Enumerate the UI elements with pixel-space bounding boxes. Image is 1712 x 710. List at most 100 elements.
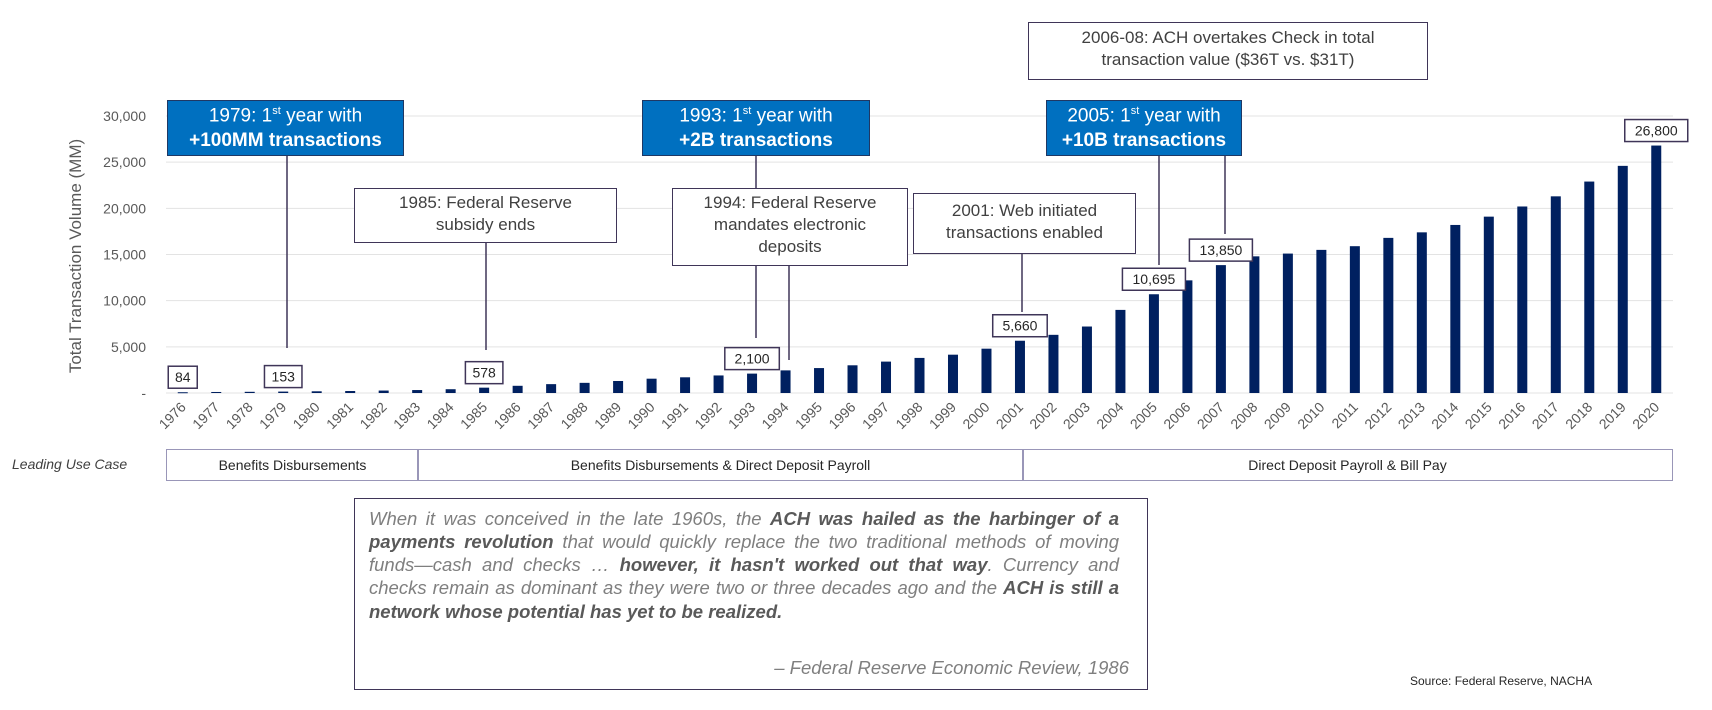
- x-tick-label: 1995: [792, 399, 825, 432]
- callout-1993: 1993: 1st year with +2B transactions: [642, 100, 870, 156]
- x-tick-label: 1984: [423, 399, 456, 432]
- bar-2011: [1349, 246, 1360, 393]
- bar-1990: [646, 378, 657, 393]
- y-tick-label: 25,000: [103, 154, 146, 170]
- x-tick-label: 1986: [490, 399, 523, 432]
- x-tick-label: 1987: [524, 399, 557, 432]
- data-label-box: [263, 364, 303, 389]
- bar-1997: [881, 361, 892, 393]
- x-tick-label: 2005: [1127, 399, 1160, 432]
- x-tick-label: 1998: [892, 399, 925, 432]
- data-label: 153: [272, 369, 296, 385]
- x-tick-label: 1999: [926, 399, 959, 432]
- bar-2010: [1316, 249, 1327, 393]
- x-tick-label: 1980: [289, 399, 322, 432]
- bar-2004: [1115, 309, 1126, 393]
- y-tick-label: 20,000: [103, 200, 146, 216]
- x-tick-label: 2006: [1160, 399, 1193, 432]
- x-tick-label: 1977: [189, 399, 222, 432]
- x-tick-label: 1991: [658, 399, 691, 432]
- bar-1982: [378, 390, 389, 393]
- bar-2019: [1617, 165, 1628, 393]
- bar-2006: [1182, 280, 1193, 393]
- bar-2013: [1416, 232, 1427, 393]
- bar-1978: [244, 391, 255, 393]
- quote-text: When it was conceived in the late 1960s,…: [369, 508, 1119, 622]
- bar-1992: [713, 375, 724, 393]
- bar-1986: [512, 385, 523, 393]
- data-label-box: [1188, 238, 1254, 262]
- x-tick-label: 2019: [1596, 399, 1629, 432]
- x-tick-label: 1983: [390, 399, 423, 432]
- x-tick-label: 2003: [1060, 399, 1093, 432]
- x-tick-label: 1990: [624, 399, 657, 432]
- callout-2001: 2001: Web initiated transactions enabled: [913, 193, 1136, 254]
- x-tick-label: 1978: [222, 399, 255, 432]
- y-axis-label: Total Transaction Volume (MM): [66, 139, 85, 373]
- x-tick-label: 1997: [859, 399, 892, 432]
- x-tick-label: 1996: [825, 399, 858, 432]
- bar-1979: [278, 391, 289, 393]
- x-tick-label: 1979: [256, 399, 289, 432]
- quote-attribution: – Federal Reserve Economic Review, 1986: [774, 656, 1129, 678]
- x-tick-label: 2011: [1328, 399, 1361, 432]
- data-label-box: [1624, 118, 1689, 143]
- y-tick-label: 10,000: [103, 293, 146, 309]
- data-label: 5,660: [1002, 318, 1037, 334]
- x-tick-label: 2009: [1261, 399, 1294, 432]
- x-tick-label: 2010: [1294, 399, 1327, 432]
- bar-1999: [947, 354, 958, 393]
- bar-1980: [311, 391, 322, 393]
- x-tick-label: 2018: [1562, 399, 1595, 432]
- data-label-box: [167, 365, 198, 389]
- use-case-segment-1: Benefits Disbursements: [166, 449, 419, 481]
- x-tick-label: 1988: [557, 399, 590, 432]
- x-tick-label: 2020: [1629, 399, 1662, 432]
- x-tick-label: 2001: [993, 399, 1026, 432]
- x-tick-label: 2015: [1462, 399, 1495, 432]
- x-tick-label: 1976: [156, 399, 189, 432]
- bar-1991: [680, 377, 691, 393]
- bar-1996: [847, 365, 858, 393]
- data-label-box: [1121, 267, 1187, 291]
- bar-2008: [1249, 256, 1260, 393]
- bar-2000: [981, 348, 992, 393]
- x-tick-label: 1993: [725, 399, 758, 432]
- quote-box: When it was conceived in the late 1960s,…: [354, 498, 1148, 690]
- x-tick-label: 2016: [1495, 399, 1528, 432]
- x-tick-label: 2007: [1194, 399, 1227, 432]
- bar-2020: [1651, 145, 1662, 393]
- x-tick-label: 1994: [758, 399, 791, 432]
- bar-2012: [1383, 237, 1394, 393]
- bar-2017: [1550, 196, 1561, 393]
- bar-1985: [479, 387, 490, 393]
- bar-1983: [412, 390, 423, 393]
- x-tick-label: 2008: [1227, 399, 1260, 432]
- x-tick-label: 2017: [1529, 399, 1562, 432]
- data-label: 578: [472, 365, 496, 381]
- data-label: 13,850: [1199, 242, 1242, 258]
- x-tick-label: 1989: [591, 399, 624, 432]
- bar-1995: [814, 368, 825, 393]
- bar-2002: [1048, 334, 1059, 393]
- bar-2007: [1215, 265, 1226, 393]
- data-label: 26,800: [1635, 123, 1678, 139]
- x-tick-label: 1985: [457, 399, 490, 432]
- bar-1988: [579, 382, 590, 393]
- data-label: 2,100: [735, 351, 770, 367]
- x-tick-label: 2012: [1361, 399, 1394, 432]
- x-tick-label: 1981: [323, 399, 356, 432]
- x-tick-label: 2004: [1093, 399, 1126, 432]
- x-tick-label: 2000: [959, 399, 992, 432]
- x-tick-label: 2013: [1395, 399, 1428, 432]
- callout-2006-08: 2006-08: ACH overtakes Check in total tr…: [1028, 22, 1428, 80]
- bar-2003: [1081, 326, 1092, 393]
- bar-1994: [780, 370, 791, 393]
- bar-2015: [1483, 216, 1494, 393]
- use-case-segment-3: Direct Deposit Payroll & Bill Pay: [1022, 449, 1673, 481]
- y-tick-label: -: [141, 385, 146, 401]
- callout-1979: 1979: 1st year with +100MM transactions: [167, 100, 404, 156]
- x-tick-label: 2014: [1428, 399, 1461, 432]
- bar-1989: [613, 380, 624, 393]
- bar-1993: [747, 373, 758, 393]
